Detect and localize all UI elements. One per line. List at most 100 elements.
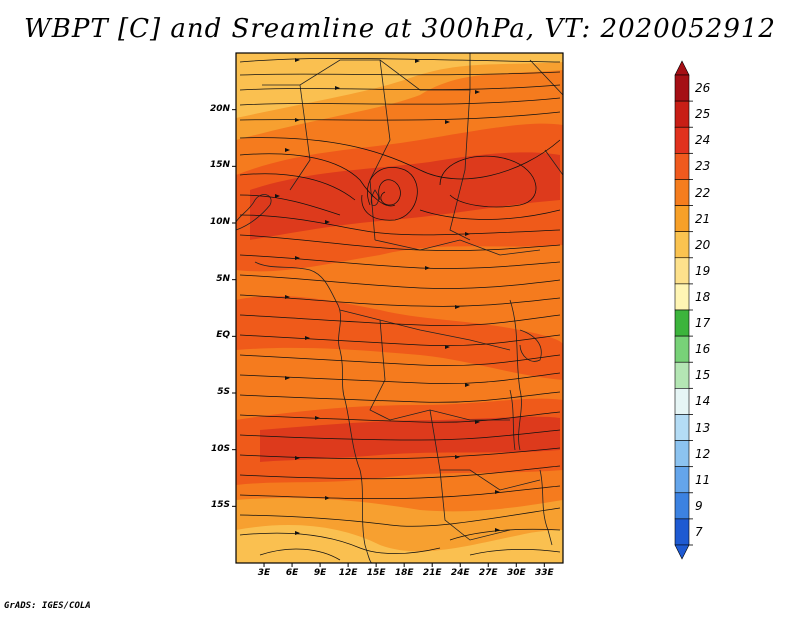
latitude-label: 20N — [209, 103, 230, 114]
wbpt-band-24-south — [260, 416, 560, 462]
border-congo-north — [339, 309, 511, 351]
streamline-arrow — [445, 345, 450, 349]
streamline-arrow — [455, 455, 460, 459]
streamline-arrow — [285, 376, 290, 380]
streamline — [239, 354, 561, 367]
streamline-arrow — [475, 90, 480, 94]
longitude-label: 9E — [313, 568, 327, 578]
streamline — [239, 173, 356, 201]
border-ethiopia — [544, 149, 563, 176]
border-niger-mali — [289, 84, 311, 191]
streamline-arrow — [465, 232, 470, 236]
colorbar-segment — [674, 100, 690, 128]
streamline — [239, 294, 561, 307]
latitude-label: 10N — [209, 217, 230, 227]
colorbar-label: 24 — [695, 133, 711, 148]
colorbar-label: 7 — [695, 524, 703, 539]
streamline — [239, 447, 561, 460]
streamline-arrow — [495, 528, 500, 532]
colorbar-label: 18 — [695, 289, 711, 304]
wbpt-band-20-south — [236, 525, 563, 563]
streamline — [239, 391, 561, 403]
streamline-arrows — [275, 58, 500, 535]
streamline — [239, 465, 561, 480]
colorbar-label: 11 — [695, 472, 711, 487]
colorbar-label: 22 — [695, 185, 711, 200]
colorbar-label: 12 — [695, 446, 711, 461]
colorbar-label: 15 — [695, 368, 711, 383]
colorbar-label: 21 — [695, 211, 711, 226]
colorbar-label: 13 — [695, 420, 711, 435]
streamline-arrow — [285, 148, 290, 152]
longitude-label: 6E — [285, 568, 299, 578]
streamline-vortex — [361, 167, 418, 221]
longitude-label: 27E — [478, 568, 498, 578]
streamline — [239, 429, 561, 441]
colorbar-label: 23 — [695, 159, 711, 174]
streamline-arrow — [295, 456, 300, 460]
streamline-arrow — [325, 220, 330, 224]
longitude-label: 21E — [422, 568, 442, 578]
streamline — [239, 532, 441, 554]
streamline — [259, 548, 341, 561]
colorbar-segment — [674, 257, 690, 285]
longitude-label: 18E — [394, 568, 414, 578]
colorbar-segment — [674, 466, 690, 494]
colorbar-segment — [674, 414, 690, 441]
map-frame — [235, 52, 564, 564]
streamlines — [239, 58, 561, 561]
longitude-label: 15E — [366, 568, 386, 578]
longitude-label: 24E — [450, 568, 470, 578]
streamline-arrow — [285, 295, 290, 299]
streamline — [239, 97, 561, 106]
streamline-arrow — [305, 336, 310, 340]
streamline — [239, 234, 561, 251]
latitude-label: 15S — [210, 500, 230, 511]
streamline-arrow — [275, 194, 280, 198]
coastline-southwest — [344, 399, 373, 563]
colorbar-label: 20 — [695, 237, 711, 252]
latitude-label: 5S — [217, 387, 230, 397]
colorbar-segment — [674, 309, 690, 337]
colorbar-label: 14 — [695, 394, 711, 409]
colorbar-label: 16 — [695, 342, 711, 357]
lake-malawi — [539, 469, 553, 546]
border-zambia — [429, 409, 541, 491]
border-niger-chad — [369, 59, 391, 241]
streamline — [449, 528, 561, 541]
colorbar-segment — [674, 126, 690, 154]
streamline-arrow — [295, 531, 300, 535]
colorbar-segment — [674, 518, 690, 546]
streamline — [239, 254, 561, 269]
colorbar-segment — [674, 283, 690, 311]
streamline-arrow — [445, 120, 450, 124]
longitude-label: 12E — [338, 568, 358, 578]
streamline — [239, 485, 561, 500]
longitude-ticks — [263, 563, 545, 567]
latitude-label: 10S — [210, 443, 230, 454]
lake-tanganyika — [509, 389, 516, 451]
colorbar-max-arrow — [674, 60, 690, 76]
colorbar-label: 17 — [695, 316, 711, 331]
streamline-arrow — [465, 383, 470, 387]
streamline-arrow — [295, 118, 300, 122]
streamline — [239, 84, 561, 91]
colorbar-segment — [674, 74, 690, 102]
wbpt-band-24-north — [250, 152, 560, 240]
streamline — [239, 507, 561, 527]
streamline-arrow — [325, 496, 330, 500]
streamline — [239, 58, 561, 63]
streamline — [239, 153, 396, 207]
colorbar-label: 26 — [695, 81, 711, 96]
streamline-arrow — [455, 305, 460, 309]
streamline-arrow — [295, 58, 300, 62]
colorbar-segment — [674, 440, 690, 467]
streamline-arrow — [495, 490, 500, 494]
colorbar-label: 19 — [695, 263, 711, 278]
streamline — [239, 274, 561, 289]
coastline-gulf-guinea — [254, 261, 346, 401]
border-car — [374, 239, 541, 256]
lake-victoria — [519, 329, 542, 362]
wbpt-field — [236, 53, 563, 563]
streamline-arrow — [335, 86, 340, 90]
